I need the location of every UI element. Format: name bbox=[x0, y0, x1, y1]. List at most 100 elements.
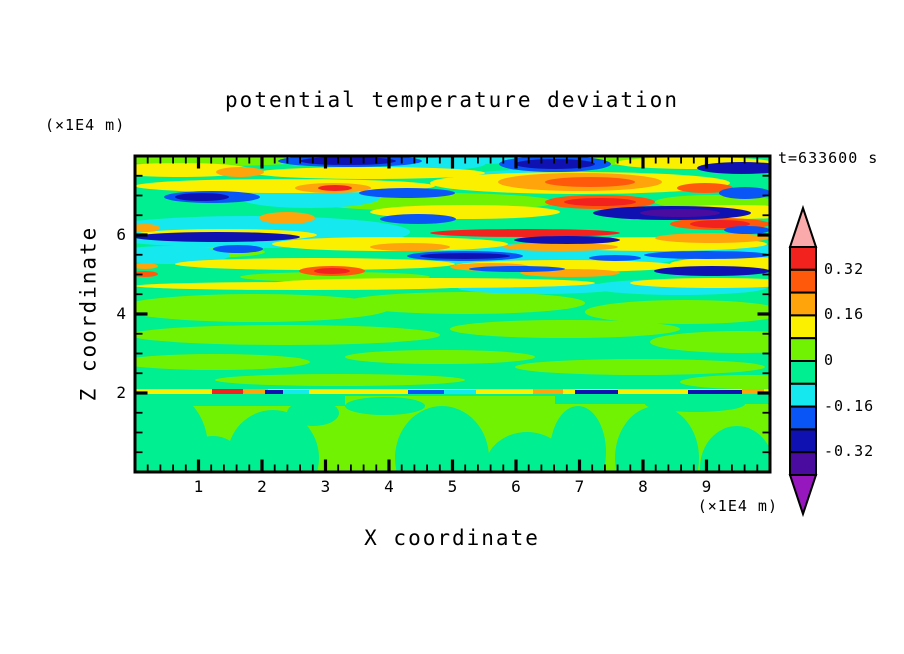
contour-field-shape bbox=[135, 232, 300, 242]
colorbar-segment-navy bbox=[789, 428, 817, 454]
contour-field-shape bbox=[395, 406, 489, 472]
y-tick-label-2: 2 bbox=[116, 383, 126, 402]
time-annotation: t=633600 s bbox=[778, 149, 879, 167]
x-tick-label-2: 2 bbox=[257, 477, 267, 496]
contour-field-shape bbox=[215, 374, 465, 386]
plot-frame bbox=[133, 154, 772, 474]
contour-field-shape bbox=[283, 390, 309, 394]
contour-field-shape bbox=[654, 266, 770, 276]
contour-field-shape bbox=[502, 243, 618, 251]
contour-field-shape bbox=[677, 183, 733, 193]
contour-field-shape bbox=[655, 233, 769, 243]
contour-field-shape bbox=[265, 390, 285, 394]
colorbar-segment-greenyellow bbox=[789, 337, 817, 363]
contour-field-shape bbox=[515, 359, 765, 375]
contour-field-shape bbox=[243, 389, 268, 394]
colorbar-label-0: 0 bbox=[824, 351, 835, 369]
x-tick-label-7: 7 bbox=[574, 477, 585, 496]
contour-field-shape bbox=[690, 220, 750, 228]
contour-field-shape bbox=[680, 375, 770, 389]
contour-field-shape bbox=[575, 390, 618, 394]
contour-field-shape bbox=[212, 389, 246, 394]
contour-field-shape bbox=[420, 253, 510, 259]
contour-field-shape bbox=[135, 246, 230, 264]
contour-field-shape bbox=[585, 300, 770, 324]
contour-field-shape bbox=[370, 243, 450, 251]
contour-field-shape bbox=[380, 214, 456, 224]
contour-field-shape bbox=[550, 406, 606, 472]
contour-field-shape bbox=[213, 245, 263, 253]
x-tick-label-4: 4 bbox=[384, 477, 394, 496]
contour-field-shape bbox=[135, 354, 310, 370]
y-tick-label-4: 4 bbox=[116, 304, 126, 323]
colorbar-segment-cyan bbox=[789, 382, 817, 408]
contour-field-shape bbox=[175, 193, 229, 201]
colorbar-segment-orangered bbox=[789, 268, 817, 294]
contour-field-shape bbox=[255, 167, 485, 179]
contour-field bbox=[135, 156, 770, 472]
contour-field-shape bbox=[697, 162, 770, 174]
contour-field-shape bbox=[135, 271, 158, 277]
contour-field-shape bbox=[688, 390, 743, 394]
contour-field-shape bbox=[450, 320, 680, 338]
colorbar-segment-springgreen bbox=[789, 360, 817, 385]
contour-field-shape bbox=[469, 266, 565, 272]
contour-field-shape bbox=[615, 406, 699, 472]
x-tick-label-9: 9 bbox=[701, 477, 712, 496]
x-tick-label-6: 6 bbox=[511, 477, 521, 496]
contour-field-shape bbox=[630, 278, 770, 288]
contour-field-shape bbox=[135, 282, 475, 290]
x-axis-unit-label: (×1E4 m) bbox=[697, 497, 778, 515]
contour-field-shape bbox=[135, 294, 390, 322]
contour-field-shape bbox=[345, 397, 425, 415]
contour-field-shape bbox=[645, 396, 745, 412]
x-tick-label-8: 8 bbox=[638, 477, 648, 496]
contour-field-shape bbox=[700, 426, 770, 472]
contour-field-shape bbox=[175, 258, 455, 270]
contour-field-shape bbox=[216, 167, 264, 177]
colorbar-label-0.32: 0.32 bbox=[824, 259, 865, 278]
colorbar-label--0.32: -0.32 bbox=[824, 442, 875, 461]
contour-field-shape bbox=[359, 188, 455, 198]
colorbar-over-arrow bbox=[788, 204, 818, 248]
contour-field-shape bbox=[135, 263, 158, 269]
contour-field-shape bbox=[644, 251, 770, 259]
contour-field-shape bbox=[485, 432, 569, 472]
x-axis-title: X coordinate bbox=[364, 526, 540, 550]
colorbar-label--0.16: -0.16 bbox=[824, 396, 875, 415]
contour-field-shape bbox=[724, 226, 770, 234]
colorbar-segment-blue bbox=[789, 405, 817, 431]
contour-field-shape bbox=[719, 187, 770, 199]
x-tick-label-1: 1 bbox=[193, 477, 204, 496]
contour-field-shape bbox=[318, 185, 352, 191]
axis-ticks bbox=[136, 157, 769, 471]
contour-field-shape bbox=[430, 229, 620, 237]
chart-title: potential temperature deviation bbox=[225, 88, 679, 112]
contour-field-shape bbox=[515, 159, 595, 169]
contour-field-shape bbox=[227, 410, 319, 472]
x-tick-label-5: 5 bbox=[447, 477, 458, 496]
contour-field-shape bbox=[287, 400, 339, 426]
colorbar-segment-yellow bbox=[789, 314, 817, 340]
contour-field-shape bbox=[345, 350, 535, 364]
colorbar bbox=[788, 204, 818, 518]
contour-field-shape bbox=[650, 331, 770, 353]
y-axis-unit-label: (×1E4 m) bbox=[45, 116, 126, 134]
contour-field-shape bbox=[314, 268, 350, 274]
contour-field-shape bbox=[444, 390, 476, 394]
contour-field-shape bbox=[545, 177, 635, 187]
contour-field-shape bbox=[345, 292, 585, 314]
contour-field-shape bbox=[240, 188, 380, 208]
contour-field-shape bbox=[533, 389, 563, 394]
colorbar-segment-red bbox=[789, 246, 817, 271]
contour-field-shape bbox=[564, 198, 636, 206]
colorbar-label-0.16: 0.16 bbox=[824, 305, 865, 324]
contour-field-shape bbox=[135, 325, 440, 345]
contour-field-shape bbox=[135, 224, 160, 232]
contour-field-shape bbox=[742, 389, 764, 394]
y-tick-label-6: 6 bbox=[116, 225, 126, 244]
contour-field-shape bbox=[300, 157, 396, 165]
contour-field-shape bbox=[640, 209, 720, 217]
